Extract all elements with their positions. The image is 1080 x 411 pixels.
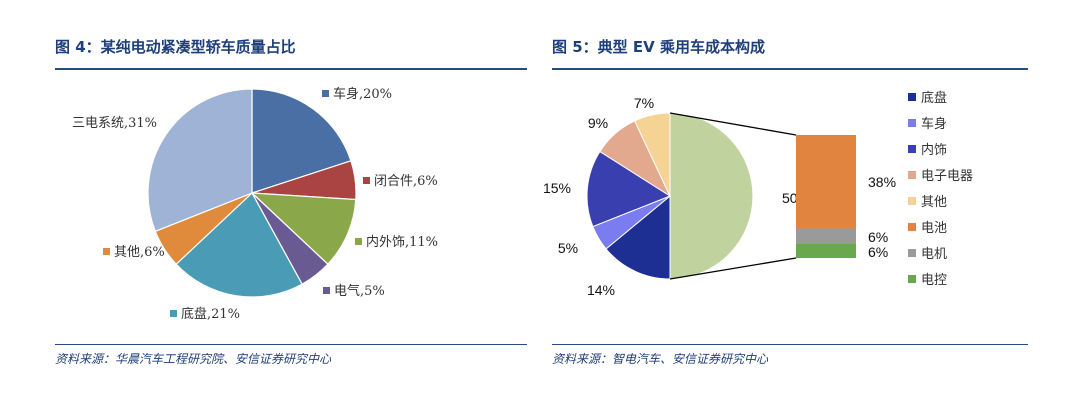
bar-segment-e794b5e69cba	[796, 228, 856, 244]
legend-label-e794b5e69cba: 电机	[921, 247, 947, 262]
pie-label-e58685e9a5b0: 15%	[543, 180, 571, 196]
legend-swatch-e794b5e6b1a0	[908, 223, 916, 231]
pie-label-e8bda6e8baab: 5%	[558, 240, 578, 256]
legend-swatch-e794b5e68ea7	[908, 275, 916, 283]
pie-slice-e794b5e6b1a02fe794b5e69cba2fe794b5e68ea7	[669, 112, 754, 280]
bar-label-e794b5e6b1a0: 38%	[868, 174, 896, 190]
legend-swatch-e794b5e5ad90e794b5e599a8	[908, 171, 916, 179]
pie-slice-e58685e5a496e9a5b0	[250, 192, 357, 266]
pie-label-e794b5e5ad90e794b5e599a8: 9%	[588, 115, 608, 131]
connector-line-bottom	[669, 257, 797, 280]
right-source-note: 资料来源：智电汽车、安信证券研究中心	[552, 352, 769, 366]
mass-share-pie-chart: 车身,20% 闭合件,6% 内外饰,11% 电气,5% 底盘,21% 其他,6% 三电系统,…	[72, 86, 438, 322]
bar-label-e794b5e69cba: 6%	[868, 229, 888, 245]
slice-label-e997ade59088e4bbb6: 闭合件,6%	[374, 174, 438, 189]
bar-segment-e794b5e6b1a0	[796, 135, 856, 229]
label-marker-e58685e5a496e9a5b0	[355, 238, 362, 245]
right-source-rule	[552, 344, 1028, 345]
pie-slice-e5ba95e79b98	[605, 194, 671, 280]
pie-slice-e8bda6e8baab	[251, 88, 352, 194]
label-marker-e8bda6e8baab	[322, 90, 329, 97]
connector-line-top	[669, 112, 797, 136]
pie-slice-e5ba95e79b98	[175, 192, 303, 298]
pie-slice-e4b889e794b5e7b3bbe7bb9f	[147, 88, 253, 233]
legend-swatch-e58685e9a5b0	[908, 145, 916, 153]
left-source-rule	[55, 344, 527, 345]
pie-slice-e585b6e4bb96	[633, 112, 671, 197]
legend-label-e585b6e4bb96: 其他	[921, 195, 947, 210]
bar-label-e794b5e68ea7: 6%	[868, 244, 888, 260]
right-figure-panel: 图 5：典型 EV 乘用车成本构成 50%14%5%15%9%7%38%6%6%…	[540, 0, 1080, 411]
slice-label-e58685e5a496e9a5b0: 内外饰,11%	[366, 234, 438, 250]
legend-label-e794b5e68ea7: 电控	[921, 273, 947, 288]
legend-label-e8bda6e8baab: 车身	[921, 116, 947, 132]
slice-label-e8bda6e8baab: 车身,20%	[333, 86, 392, 102]
legend-swatch-e794b5e69cba	[908, 249, 916, 257]
label-marker-e585b6e4bb96	[103, 248, 110, 255]
pie-label-e585b6e4bb96: 7%	[634, 95, 654, 111]
pie-slice-e58685e9a5b0	[586, 150, 672, 228]
slice-label-e4b889e794b5e7b3bbe7bb9f: 三电系统,31%	[72, 116, 157, 131]
pie-label-e5ba95e79b98: 14%	[587, 282, 615, 298]
slice-label-e5ba95e79b98: 底盘,21%	[181, 306, 240, 322]
left-title-rule	[55, 68, 527, 70]
legend-label-e794b5e5ad90e794b5e599a8: 电子电器	[921, 169, 973, 184]
slice-label-e794b5e6b094: 电气,5%	[334, 283, 385, 299]
label-marker-e5ba95e79b98	[170, 310, 177, 317]
right-title-rule	[552, 68, 1028, 70]
right-figure-title: 图 5：典型 EV 乘用车成本构成	[552, 38, 765, 56]
label-marker-e794b5e6b094	[323, 287, 330, 294]
left-figure-panel: 图 4：某纯电动紧凑型轿车质量占比 车身,20% 闭合件,6% 内外饰,11% 电气,…	[55, 38, 527, 366]
legend-swatch-e8bda6e8baab	[908, 119, 916, 127]
legend-swatch-e585b6e4bb96	[908, 197, 916, 205]
left-figure-title: 图 4：某纯电动紧凑型轿车质量占比	[55, 38, 296, 56]
label-marker-e997ade59088e4bbb6	[363, 177, 370, 184]
bar-segment-e794b5e68ea7	[796, 243, 856, 258]
legend-swatch-e5ba95e79b98	[908, 93, 916, 101]
legend-label-e58685e9a5b0: 内饰	[921, 142, 947, 158]
legend-label-e794b5e6b1a0: 电池	[921, 221, 947, 236]
legend-label-e5ba95e79b98: 底盘	[921, 90, 947, 106]
left-source-note: 资料来源：华晨汽车工程研究院、安信证券研究中心	[55, 352, 332, 366]
slice-label-e585b6e4bb96: 其他,6%	[114, 245, 165, 260]
